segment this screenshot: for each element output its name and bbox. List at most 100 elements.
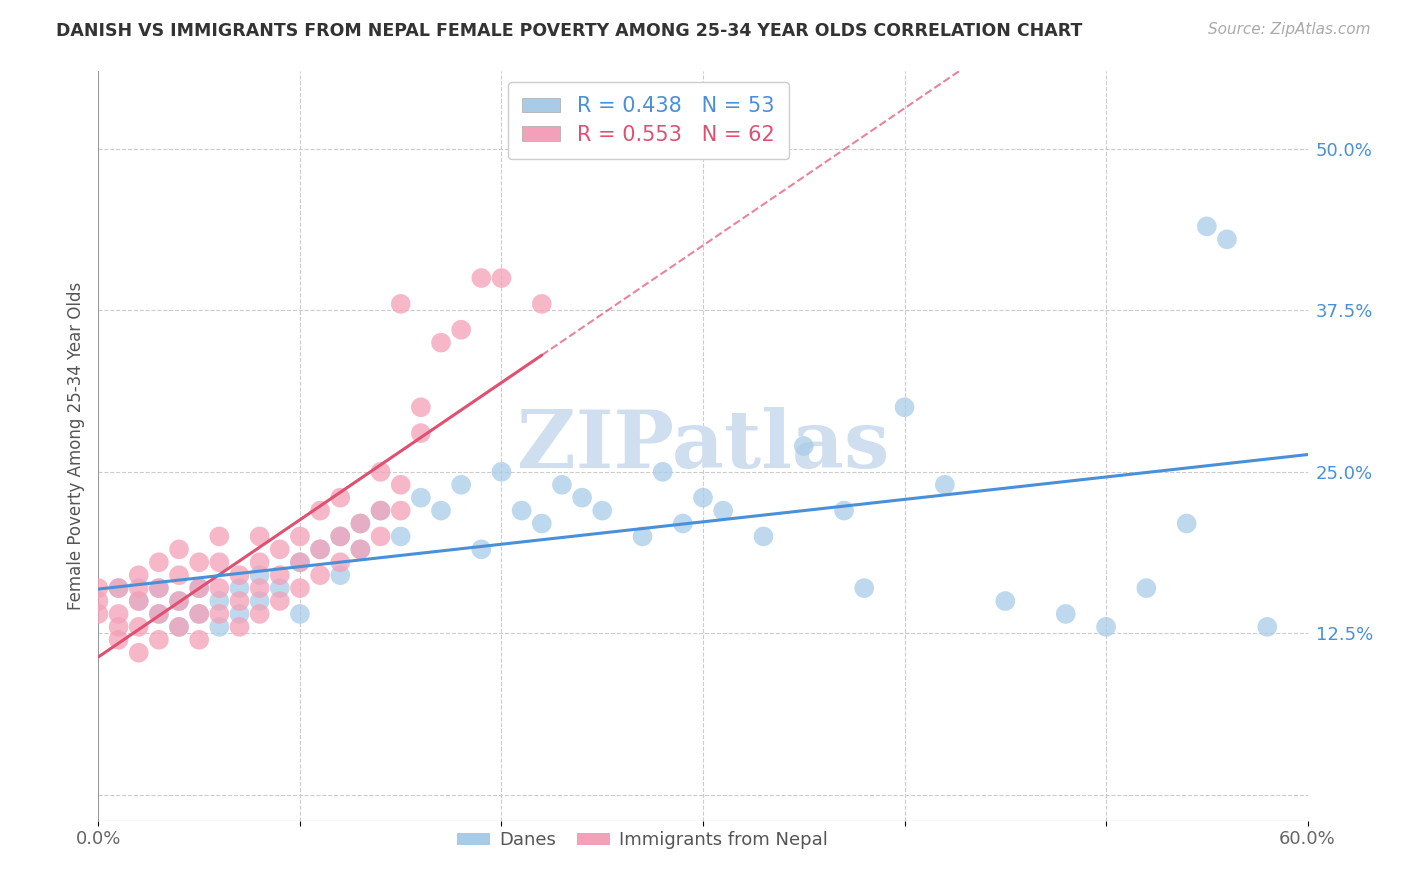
Text: ZIPatlas: ZIPatlas xyxy=(517,407,889,485)
Point xyxy=(107,581,129,595)
Point xyxy=(167,620,190,634)
Y-axis label: Female Poverty Among 25-34 Year Olds: Female Poverty Among 25-34 Year Olds xyxy=(66,282,84,610)
Point xyxy=(752,529,775,543)
Point xyxy=(208,620,231,634)
Point xyxy=(208,607,231,621)
Point xyxy=(167,542,190,557)
Point xyxy=(107,581,129,595)
Point xyxy=(349,516,371,531)
Point xyxy=(530,297,553,311)
Point xyxy=(128,581,150,595)
Point xyxy=(269,542,291,557)
Point xyxy=(631,529,654,543)
Point xyxy=(128,568,150,582)
Point xyxy=(491,271,513,285)
Point xyxy=(530,516,553,531)
Point xyxy=(329,568,352,582)
Point xyxy=(389,503,412,517)
Point xyxy=(309,542,332,557)
Point xyxy=(1135,581,1157,595)
Point xyxy=(389,529,412,543)
Text: DANISH VS IMMIGRANTS FROM NEPAL FEMALE POVERTY AMONG 25-34 YEAR OLDS CORRELATION: DANISH VS IMMIGRANTS FROM NEPAL FEMALE P… xyxy=(56,22,1083,40)
Point xyxy=(309,568,332,582)
Point xyxy=(329,529,352,543)
Point xyxy=(409,426,432,441)
Point xyxy=(249,529,271,543)
Point xyxy=(87,594,110,608)
Point xyxy=(208,529,231,543)
Point xyxy=(269,568,291,582)
Text: Source: ZipAtlas.com: Source: ZipAtlas.com xyxy=(1208,22,1371,37)
Point xyxy=(551,477,574,491)
Point xyxy=(370,529,392,543)
Point xyxy=(430,335,453,350)
Point xyxy=(128,594,150,608)
Point xyxy=(349,542,371,557)
Point xyxy=(148,581,170,595)
Point xyxy=(288,555,311,569)
Point xyxy=(309,503,332,517)
Point xyxy=(571,491,593,505)
Point xyxy=(409,401,432,415)
Point xyxy=(1195,219,1218,234)
Point xyxy=(148,632,170,647)
Point xyxy=(491,465,513,479)
Point xyxy=(349,516,371,531)
Point xyxy=(832,503,855,517)
Point xyxy=(188,607,211,621)
Point xyxy=(228,594,250,608)
Point xyxy=(430,503,453,517)
Point xyxy=(1054,607,1077,621)
Point xyxy=(188,632,211,647)
Point xyxy=(934,477,956,491)
Point xyxy=(1256,620,1278,634)
Point xyxy=(128,594,150,608)
Point xyxy=(893,401,915,415)
Point xyxy=(651,465,673,479)
Point xyxy=(1216,232,1239,246)
Legend: Danes, Immigrants from Nepal: Danes, Immigrants from Nepal xyxy=(450,824,835,856)
Point xyxy=(128,620,150,634)
Point xyxy=(1095,620,1118,634)
Point xyxy=(853,581,876,595)
Point xyxy=(309,542,332,557)
Point xyxy=(87,581,110,595)
Point xyxy=(329,529,352,543)
Point xyxy=(692,491,714,505)
Point xyxy=(228,568,250,582)
Point xyxy=(269,594,291,608)
Point xyxy=(188,581,211,595)
Point xyxy=(167,594,190,608)
Point xyxy=(228,607,250,621)
Point xyxy=(249,581,271,595)
Point xyxy=(409,491,432,505)
Point xyxy=(672,516,695,531)
Point xyxy=(148,555,170,569)
Point xyxy=(228,581,250,595)
Point xyxy=(249,607,271,621)
Point xyxy=(329,555,352,569)
Point xyxy=(249,594,271,608)
Point xyxy=(470,542,492,557)
Point xyxy=(148,607,170,621)
Point xyxy=(470,271,492,285)
Point xyxy=(148,607,170,621)
Point xyxy=(288,529,311,543)
Point xyxy=(107,632,129,647)
Point xyxy=(188,607,211,621)
Point xyxy=(167,594,190,608)
Point xyxy=(249,555,271,569)
Point xyxy=(208,594,231,608)
Point xyxy=(450,323,472,337)
Point xyxy=(167,568,190,582)
Point xyxy=(208,581,231,595)
Point xyxy=(288,581,311,595)
Point xyxy=(994,594,1017,608)
Point xyxy=(249,568,271,582)
Point xyxy=(510,503,533,517)
Point xyxy=(208,555,231,569)
Point xyxy=(711,503,734,517)
Point xyxy=(389,477,412,491)
Point xyxy=(288,555,311,569)
Point xyxy=(107,607,129,621)
